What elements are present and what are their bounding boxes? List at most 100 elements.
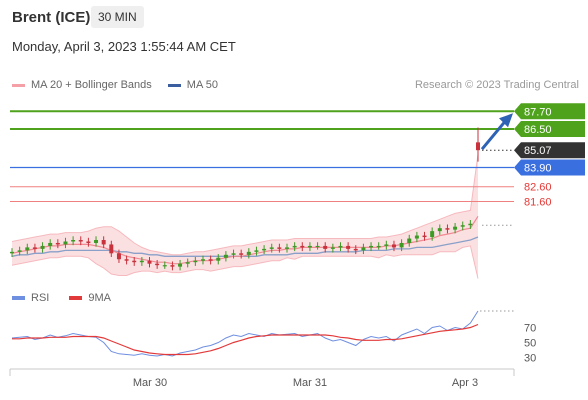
- candle-body: [63, 241, 68, 245]
- candle-body: [277, 247, 282, 249]
- candle-body: [384, 244, 389, 246]
- candle-body: [216, 257, 221, 261]
- rsi-legend: RSI 9MA: [12, 292, 131, 304]
- legend-label-9ma: 9MA: [88, 292, 111, 304]
- research-credit: Research © 2023 Trading Central: [414, 79, 579, 91]
- price-legend: MA 20 + Bollinger Bands MA 50: [12, 79, 234, 91]
- candle-body: [254, 250, 259, 252]
- candle-body: [239, 253, 244, 255]
- legend-item-rsi: RSI: [12, 292, 49, 304]
- candle-body: [437, 228, 442, 232]
- candle-body: [71, 240, 76, 242]
- x-tick-label: Apr 3: [452, 377, 478, 389]
- candle-body: [94, 240, 99, 243]
- projection-arrow-shaft: [480, 119, 508, 151]
- candle-body: [460, 225, 465, 227]
- candle-body: [10, 251, 14, 254]
- x-tick-label: Mar 31: [293, 377, 327, 389]
- candle-body: [25, 247, 30, 251]
- candle-body: [307, 245, 312, 248]
- candle-body: [292, 245, 297, 248]
- candle-body: [193, 260, 198, 263]
- instrument-title: Brent (ICE): [12, 9, 91, 26]
- legend-label-rsi: RSI: [31, 292, 50, 304]
- candle-body: [155, 263, 160, 266]
- rsi-tick-label: 50: [524, 338, 536, 350]
- x-tick-label: Mar 30: [133, 377, 167, 389]
- candle-body: [338, 245, 343, 248]
- support-2-label: 81.60: [524, 197, 552, 209]
- resistance-2-label-box: [514, 103, 585, 120]
- candle-body: [453, 226, 458, 230]
- candle-body: [170, 265, 175, 267]
- candle-body: [407, 238, 412, 243]
- candle-body: [208, 259, 213, 261]
- resistance-2-label: 87.70: [524, 106, 552, 118]
- candle-body: [109, 244, 114, 254]
- candle-body: [48, 242, 53, 246]
- legend-item-9ma: 9MA: [69, 292, 111, 304]
- candle-body: [346, 245, 351, 249]
- candle-body: [78, 240, 83, 242]
- candle-body: [262, 248, 267, 251]
- candle-body: [124, 259, 129, 261]
- rsi-9ma-line: [12, 323, 479, 356]
- candle-body: [353, 248, 358, 251]
- candle-body: [399, 242, 404, 248]
- bollinger-upper-line: [11, 154, 479, 256]
- candle-body: [147, 260, 152, 264]
- ma50-swatch: [167, 83, 181, 87]
- candle-body: [132, 260, 137, 263]
- candle-body: [369, 245, 374, 248]
- resistance-1-label-box: [514, 121, 585, 138]
- candle-body: [468, 223, 473, 226]
- candle-body: [139, 260, 144, 263]
- candle-body: [178, 263, 183, 267]
- chart-header: Brent (ICE) 30 MIN: [0, 0, 588, 34]
- candle-body: [391, 244, 396, 248]
- ma20-swatch: [12, 83, 25, 87]
- rsi-tick-label: 30: [524, 353, 536, 365]
- candle-body: [246, 251, 251, 255]
- pivot-label: 83.90: [524, 163, 552, 175]
- candle-body: [17, 250, 22, 252]
- pivot-label-box: [514, 159, 585, 176]
- candle-body: [223, 254, 228, 258]
- candle-body: [315, 245, 320, 248]
- candle-body: [430, 231, 435, 238]
- bollinger-band-fill: [12, 154, 478, 279]
- candle-body: [269, 247, 274, 249]
- candle-body: [376, 245, 381, 248]
- rsi-tick-label: 70: [524, 323, 536, 335]
- candle-body: [231, 253, 236, 255]
- legend-label-ma50: MA 50: [186, 79, 218, 91]
- bollinger-lower-line: [11, 245, 479, 279]
- candle-body: [361, 247, 366, 251]
- projection-arrow-icon: [499, 113, 513, 128]
- candle-body: [32, 247, 37, 249]
- candle-body: [55, 242, 60, 245]
- timeframe-button[interactable]: 30 MIN: [91, 6, 144, 28]
- rsi-line: [11, 310, 479, 357]
- candle-body: [422, 235, 427, 238]
- legend-item-ma20: MA 20 + Bollinger Bands: [12, 79, 152, 91]
- candle-body: [323, 245, 328, 249]
- 9ma-swatch: [69, 296, 83, 300]
- candle-body: [330, 247, 335, 249]
- chart-datetime: Monday, April 3, 2023 1:55:44 AM CET: [12, 39, 236, 54]
- candle-body: [414, 235, 419, 239]
- legend-label-ma20: MA 20 + Bollinger Bands: [31, 79, 152, 91]
- candle-body: [116, 253, 121, 260]
- legend-item-ma50: MA 50: [167, 79, 218, 91]
- candle-body: [445, 228, 450, 230]
- rsi-swatch: [12, 296, 25, 300]
- candle-body: [101, 240, 106, 245]
- last-price-label: 85.07: [524, 145, 552, 157]
- candle-body: [40, 245, 45, 249]
- candle-body: [476, 142, 480, 151]
- resistance-1-label: 86.50: [524, 124, 552, 136]
- candle-body: [285, 247, 290, 249]
- candle-body: [185, 262, 190, 264]
- candle-body: [86, 241, 91, 243]
